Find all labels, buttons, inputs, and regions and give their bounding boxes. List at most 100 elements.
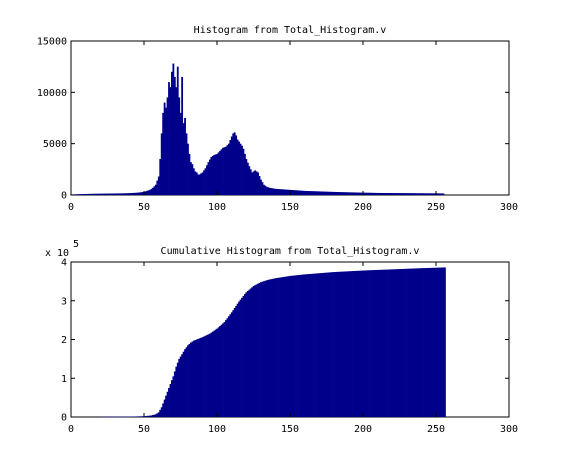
bar bbox=[77, 194, 80, 195]
bar bbox=[214, 154, 217, 195]
bar bbox=[147, 190, 150, 195]
bar bbox=[416, 193, 419, 195]
bar bbox=[242, 295, 245, 417]
bar bbox=[357, 270, 360, 417]
bar bbox=[277, 277, 280, 417]
bar bbox=[106, 416, 109, 418]
bar bbox=[144, 416, 147, 417]
bar bbox=[125, 193, 128, 195]
bar bbox=[436, 193, 439, 195]
bar bbox=[335, 192, 338, 195]
bar bbox=[264, 185, 267, 195]
bar bbox=[384, 193, 386, 195]
bar bbox=[248, 289, 251, 417]
bar bbox=[103, 416, 106, 418]
bar bbox=[338, 271, 341, 417]
bar bbox=[352, 271, 354, 417]
bar bbox=[179, 112, 182, 195]
bar bbox=[414, 193, 417, 195]
bar bbox=[280, 277, 283, 417]
bar bbox=[203, 170, 205, 195]
bar bbox=[188, 343, 191, 417]
cumulative-bars bbox=[100, 267, 446, 418]
bar bbox=[127, 193, 130, 195]
bar bbox=[353, 270, 356, 417]
bar bbox=[287, 189, 290, 195]
bar bbox=[330, 191, 332, 195]
bar bbox=[284, 276, 287, 417]
bar bbox=[429, 267, 432, 417]
bar bbox=[238, 301, 240, 417]
bar bbox=[408, 268, 411, 417]
bar bbox=[95, 193, 97, 195]
bar bbox=[257, 172, 259, 195]
bar bbox=[308, 274, 311, 417]
bar bbox=[337, 192, 340, 195]
histogram-axes-frame bbox=[70, 40, 510, 196]
bar bbox=[308, 191, 311, 195]
bar bbox=[239, 299, 242, 417]
bar bbox=[246, 162, 249, 195]
bar bbox=[156, 180, 159, 195]
bar bbox=[201, 172, 204, 195]
bar bbox=[382, 269, 385, 417]
bar bbox=[368, 270, 370, 417]
cumulative-x-ticks: 0 50 100 150 200 250 300 bbox=[68, 262, 518, 435]
bar bbox=[375, 270, 378, 417]
bar bbox=[267, 279, 270, 417]
bar bbox=[293, 190, 296, 195]
bar bbox=[376, 192, 379, 195]
histogram-x-ticks: 0 50 100 150 200 250 300 bbox=[68, 41, 518, 213]
bar bbox=[286, 189, 289, 195]
bar bbox=[270, 279, 273, 417]
bar bbox=[191, 341, 194, 417]
y-tick-label: 2 bbox=[61, 335, 67, 346]
bar bbox=[331, 191, 334, 195]
bar bbox=[192, 340, 195, 417]
bar bbox=[111, 416, 113, 418]
cumulative-axes: Cumulative Histogram from Total_Histogra… bbox=[45, 239, 518, 435]
bar bbox=[86, 193, 89, 195]
bar bbox=[172, 63, 175, 196]
bar bbox=[163, 399, 166, 417]
bar bbox=[369, 192, 372, 195]
bar bbox=[271, 188, 274, 195]
y-tick-label: 3 bbox=[61, 296, 67, 307]
bar bbox=[314, 191, 316, 195]
bar bbox=[350, 271, 353, 417]
bar bbox=[208, 159, 211, 195]
y-tick-label: 0 bbox=[61, 413, 67, 424]
bar bbox=[306, 274, 309, 417]
bar bbox=[298, 275, 300, 417]
bar bbox=[356, 192, 359, 195]
bar bbox=[119, 416, 122, 418]
bar bbox=[341, 271, 344, 417]
x-tick-label: 200 bbox=[354, 202, 372, 213]
bar bbox=[249, 288, 252, 417]
bar bbox=[327, 272, 330, 417]
bar bbox=[203, 336, 205, 417]
bar bbox=[344, 192, 347, 195]
bar bbox=[325, 191, 328, 195]
bar bbox=[371, 270, 373, 417]
bar bbox=[105, 193, 108, 195]
bar bbox=[319, 191, 322, 195]
bar bbox=[403, 193, 405, 195]
bar bbox=[98, 193, 100, 195]
bar bbox=[204, 335, 207, 417]
bar bbox=[354, 192, 357, 195]
bar bbox=[410, 268, 413, 417]
bar bbox=[292, 275, 294, 417]
bar bbox=[314, 273, 316, 417]
bar bbox=[149, 415, 151, 417]
bar bbox=[232, 133, 235, 195]
bar bbox=[322, 272, 325, 417]
bar bbox=[173, 371, 176, 417]
bar bbox=[283, 276, 286, 417]
bar bbox=[201, 337, 204, 417]
bar bbox=[382, 192, 385, 195]
bar bbox=[352, 192, 354, 195]
bar bbox=[271, 278, 274, 417]
bar bbox=[363, 270, 366, 417]
x-tick-label: 50 bbox=[138, 424, 150, 435]
